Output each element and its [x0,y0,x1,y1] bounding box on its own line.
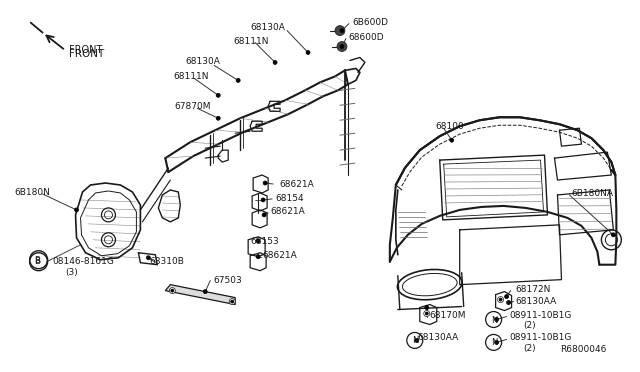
Text: 68310B: 68310B [149,257,184,266]
Text: N: N [412,336,418,346]
Circle shape [504,295,509,299]
Text: R6800046: R6800046 [561,346,607,355]
Circle shape [256,239,260,243]
Text: 68170M: 68170M [430,311,467,320]
Circle shape [425,305,429,310]
Text: 68130A: 68130A [250,23,285,32]
Circle shape [204,290,207,294]
Text: 6B180NA: 6B180NA [572,189,614,198]
Circle shape [262,213,266,217]
Circle shape [611,233,615,237]
Text: 68100: 68100 [436,122,465,131]
Circle shape [425,312,428,315]
Text: 68111N: 68111N [233,36,269,45]
Text: FRONT: FRONT [68,45,102,55]
Text: 68621A: 68621A [270,207,305,216]
Text: 68172N: 68172N [516,285,551,294]
Text: (2): (2) [524,321,536,330]
Text: (2): (2) [524,344,536,353]
Circle shape [495,318,499,321]
Text: B: B [35,256,40,265]
Circle shape [306,51,310,54]
Circle shape [415,339,419,342]
Text: 67870M: 67870M [174,102,211,111]
Text: 08911-10B1G: 08911-10B1G [509,333,572,343]
Text: 68111N: 68111N [173,73,209,81]
Polygon shape [165,285,235,305]
Text: N: N [491,315,497,324]
Text: (3): (3) [65,268,78,277]
Text: 68130A: 68130A [186,58,220,67]
Circle shape [499,298,502,301]
Circle shape [170,288,175,294]
Circle shape [171,289,174,292]
Circle shape [216,93,220,97]
Text: B: B [35,257,41,266]
Circle shape [495,340,499,344]
Text: 08146-8161G: 08146-8161G [52,257,115,266]
Circle shape [424,311,430,317]
Circle shape [337,42,347,51]
Circle shape [507,301,511,305]
Circle shape [256,255,260,259]
Circle shape [261,198,265,202]
Circle shape [498,296,504,302]
Circle shape [340,29,344,33]
Text: 68130AA: 68130AA [516,296,557,305]
Text: 68153: 68153 [250,237,279,246]
Text: 67503: 67503 [213,276,242,285]
Circle shape [229,299,235,305]
Circle shape [335,26,345,36]
Circle shape [340,45,344,48]
Circle shape [230,300,234,303]
Circle shape [236,78,240,82]
Text: 6B180N: 6B180N [15,188,51,197]
Text: FRONT: FRONT [68,48,104,58]
Text: 68130AA: 68130AA [418,333,459,343]
Text: 68621A: 68621A [279,180,314,189]
Text: 68621A: 68621A [262,251,297,260]
Circle shape [263,181,267,185]
Text: 08911-10B1G: 08911-10B1G [509,311,572,320]
Text: 68600D: 68600D [348,33,383,42]
Circle shape [450,138,454,142]
Text: 6B600D: 6B600D [352,17,388,27]
Circle shape [216,116,220,120]
Text: N: N [491,339,497,347]
Text: 68154: 68154 [275,194,304,203]
Circle shape [74,208,79,212]
Circle shape [273,61,277,64]
Circle shape [147,256,150,260]
